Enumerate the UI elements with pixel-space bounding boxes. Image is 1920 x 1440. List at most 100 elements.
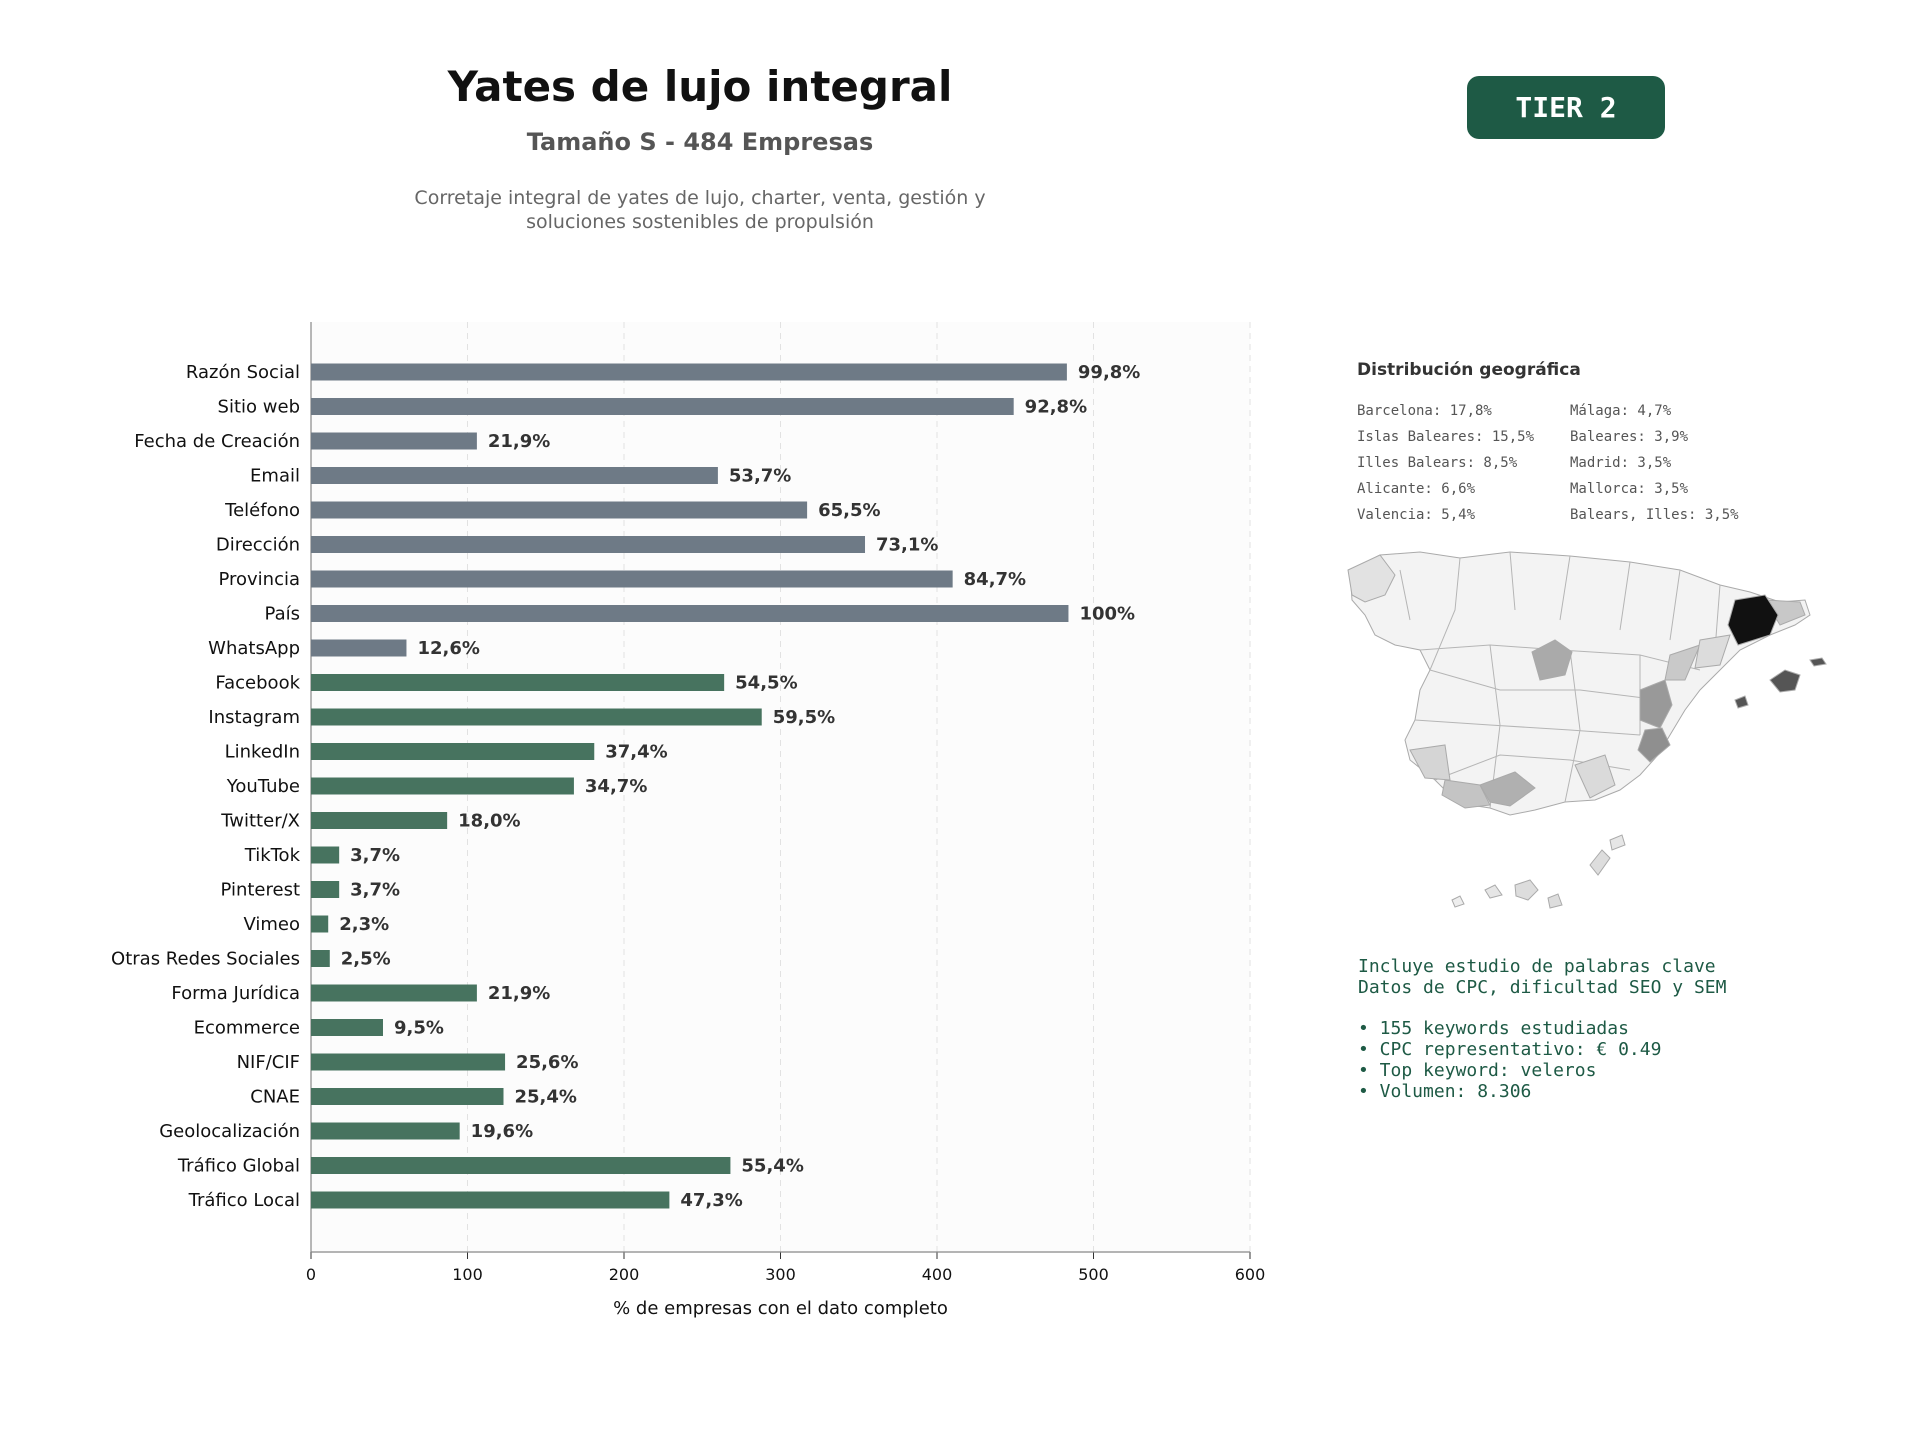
peninsula-shape xyxy=(1349,551,1811,816)
geo-item: Islas Baleares: 15,5% xyxy=(1357,429,1535,445)
data-label: 25,4% xyxy=(514,1087,576,1108)
data-label: 9,5% xyxy=(394,1018,444,1039)
seo-info-box: Incluye estudio de palabras clave Datos … xyxy=(1358,956,1818,1102)
geo-distribution-list: Barcelona: 17,8% Islas Baleares: 15,5% I… xyxy=(1357,398,1797,528)
data-label: 21,9% xyxy=(488,431,550,452)
bar xyxy=(311,605,1069,622)
category-label: Vimeo xyxy=(243,914,300,935)
data-label: 47,3% xyxy=(680,1190,742,1211)
province-castellon xyxy=(1664,644,1701,681)
data-label: 65,5% xyxy=(818,500,880,521)
province-malaga xyxy=(1479,771,1536,807)
island-mallorca xyxy=(1769,669,1801,693)
bar xyxy=(311,846,340,864)
bar xyxy=(311,536,866,553)
data-label: 100% xyxy=(1079,604,1135,625)
seo-bullet: • Volumen: 8.306 xyxy=(1358,1081,1532,1102)
province-tarragona xyxy=(1694,634,1731,669)
island-canary-1 xyxy=(1514,879,1539,901)
data-label: 2,3% xyxy=(339,914,389,935)
bar xyxy=(311,812,448,829)
bar-chart: 0 100 200 300 400 500 600 % de empresas con el … xyxy=(111,322,1266,1319)
category-label: NIF/CIF xyxy=(237,1052,300,1073)
bar xyxy=(311,984,477,1002)
province-almeria xyxy=(1574,754,1616,799)
bar xyxy=(311,1019,383,1036)
x-tick-label: 300 xyxy=(765,1265,796,1284)
category-label: Fecha de Creación xyxy=(134,431,300,452)
bar xyxy=(311,915,329,933)
bar xyxy=(311,950,330,967)
category-label: YouTube xyxy=(226,776,300,797)
bar xyxy=(311,1088,504,1105)
category-label: LinkedIn xyxy=(225,742,300,763)
data-label: 21,9% xyxy=(488,983,550,1004)
island-canary-3 xyxy=(1547,893,1563,909)
seo-bullet: • Top keyword: veleros xyxy=(1358,1060,1597,1081)
category-label: Tráfico Local xyxy=(188,1190,300,1211)
data-label: 12,6% xyxy=(417,638,479,659)
category-label: Otras Redes Sociales xyxy=(111,949,300,970)
category-label: CNAE xyxy=(250,1087,300,1108)
geo-distribution-title: Distribución geográfica xyxy=(1357,360,1581,380)
geo-item: Madrid: 3,5% xyxy=(1570,455,1672,471)
data-label: 92,8% xyxy=(1025,397,1087,418)
tier-badge: TIER 2 xyxy=(1467,76,1665,139)
bar xyxy=(311,674,725,691)
island-canary-5 xyxy=(1609,834,1626,851)
category-label: Geolocalización xyxy=(159,1121,300,1142)
bar xyxy=(311,1157,731,1174)
x-axis-label: % de empresas con el dato completo xyxy=(613,1298,948,1319)
category-label: Sitio web xyxy=(218,397,300,418)
geo-item: Barcelona: 17,8% xyxy=(1357,403,1492,419)
geo-item: Illes Balears: 8,5% xyxy=(1357,455,1518,471)
bar xyxy=(311,881,340,898)
category-label: Forma Jurídica xyxy=(171,983,300,1004)
page-subtitle: Tamaño S - 484 Empresas xyxy=(526,128,874,156)
category-label: Twitter/X xyxy=(220,811,300,832)
province-madrid xyxy=(1531,639,1573,681)
bar xyxy=(311,743,595,760)
data-label: 53,7% xyxy=(729,466,791,487)
category-label: TikTok xyxy=(244,845,301,866)
x-tick-label: 200 xyxy=(609,1265,640,1284)
province-galicia xyxy=(1347,554,1396,603)
bar xyxy=(311,639,407,657)
data-label: 25,6% xyxy=(516,1052,578,1073)
x-tick-label: 600 xyxy=(1235,1265,1266,1284)
seo-line-1: Incluye estudio de palabras clave xyxy=(1358,956,1716,977)
bar xyxy=(311,398,1014,415)
province-barcelona xyxy=(1727,594,1779,646)
category-label: Razón Social xyxy=(186,362,300,383)
data-label: 55,4% xyxy=(741,1156,803,1177)
category-label: Ecommerce xyxy=(194,1018,300,1039)
category-label: Facebook xyxy=(215,673,300,694)
data-label: 19,6% xyxy=(471,1121,533,1142)
description-line-1: Corretaje integral de yates de lujo, cha… xyxy=(414,187,986,209)
x-tick-label: 400 xyxy=(922,1265,953,1284)
bar xyxy=(311,501,808,519)
province-valencia xyxy=(1639,679,1673,729)
x-tick-label: 100 xyxy=(452,1265,483,1284)
category-label: Pinterest xyxy=(220,880,300,901)
category-label: País xyxy=(265,604,300,625)
category-label: Instagram xyxy=(208,707,300,728)
category-label: Email xyxy=(250,466,300,487)
x-tick-label: 0 xyxy=(306,1265,316,1284)
data-label: 3,7% xyxy=(350,880,400,901)
page-title: Yates de lujo integral xyxy=(447,62,953,111)
seo-bullet: • CPC representativo: € 0.49 xyxy=(1358,1039,1662,1060)
geo-item: Valencia: 5,4% xyxy=(1357,507,1476,523)
bar xyxy=(311,363,1067,381)
province-cadiz xyxy=(1441,779,1491,809)
island-ibiza xyxy=(1734,695,1749,709)
island-canary-4 xyxy=(1589,849,1611,876)
bar xyxy=(311,708,762,726)
data-label: 34,7% xyxy=(585,776,647,797)
bar xyxy=(311,1053,506,1071)
data-label: 59,5% xyxy=(773,707,835,728)
data-label: 54,5% xyxy=(735,673,797,694)
geo-item: Mallorca: 3,5% xyxy=(1570,481,1689,497)
category-label: Provincia xyxy=(218,569,300,590)
island-canary-2 xyxy=(1484,884,1503,899)
